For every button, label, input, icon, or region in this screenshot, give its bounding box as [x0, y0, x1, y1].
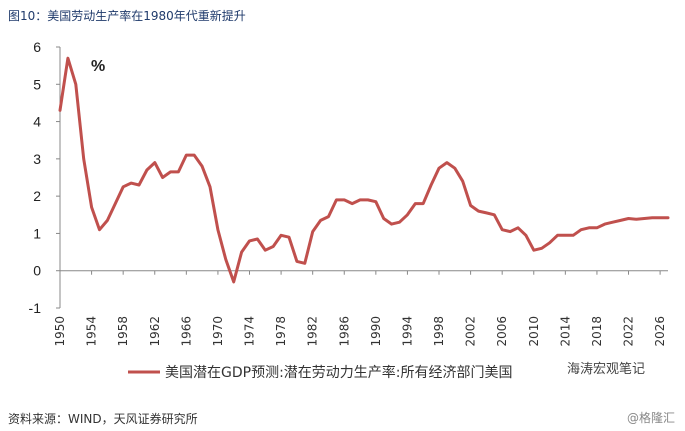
- x-tick-labels: 1950 1954 1958 1962 1966 1970 1974 1978 1982 1986…: [53, 316, 667, 347]
- y-tick-label: 5: [33, 76, 41, 92]
- x-tick-label: 1990: [369, 316, 383, 347]
- x-tick-label: 1986: [337, 316, 351, 347]
- unit-label: %: [91, 58, 105, 75]
- x-tick-label: 1958: [116, 316, 130, 347]
- source-note: 资料来源：WIND，天风证券研究所: [8, 412, 198, 426]
- x-tick-label: 1974: [243, 316, 257, 347]
- x-tick-label: 1962: [148, 316, 162, 347]
- watermark: @格隆汇: [626, 411, 675, 425]
- series-lines: [58, 56, 670, 284]
- x-axis: [59, 270, 668, 275]
- y-axis: [56, 46, 61, 309]
- x-tick-label: 2006: [495, 316, 509, 347]
- y-tick-label: 2: [33, 188, 41, 204]
- x-tick-label: 1966: [179, 316, 193, 347]
- y-tick-label: 0: [33, 263, 41, 279]
- x-tick-label: 1950: [53, 316, 67, 347]
- y-tick-label: 1: [33, 225, 41, 241]
- legend: 美国潜在GDP预测:潜在劳动力生产率:所有经济部门美国: [128, 364, 513, 381]
- y-tick-label: -1: [29, 300, 42, 316]
- y-tick-labels: 6 5 4 3 2 1 0 -1: [29, 39, 42, 316]
- x-tick-label: 1982: [306, 316, 320, 347]
- watermark-inline: 海涛宏观笔记: [567, 361, 645, 377]
- y-tick-label: 6: [33, 39, 41, 55]
- x-tick-label: 2010: [527, 316, 541, 347]
- x-tick-label: 1978: [274, 316, 288, 347]
- y-tick-label: 4: [33, 114, 41, 130]
- x-tick-label: 1970: [211, 316, 225, 347]
- x-tick-label: 2018: [590, 316, 604, 347]
- legend-label: 美国潜在GDP预测:潜在劳动力生产率:所有经济部门美国: [165, 364, 513, 381]
- x-tick-label: 1954: [85, 316, 99, 347]
- x-tick-label: 1998: [432, 316, 446, 347]
- x-tick-label: 1994: [400, 316, 414, 347]
- x-tick-label: 2014: [558, 316, 572, 347]
- figure-title: 图10：美国劳动生产率在1980年代重新提升: [8, 9, 246, 23]
- x-tick-label: 2022: [622, 316, 636, 347]
- x-tick-label: 2026: [653, 316, 667, 347]
- series-line: [58, 56, 670, 284]
- x-tick-label: 2002: [464, 316, 478, 347]
- y-tick-label: 3: [33, 151, 41, 167]
